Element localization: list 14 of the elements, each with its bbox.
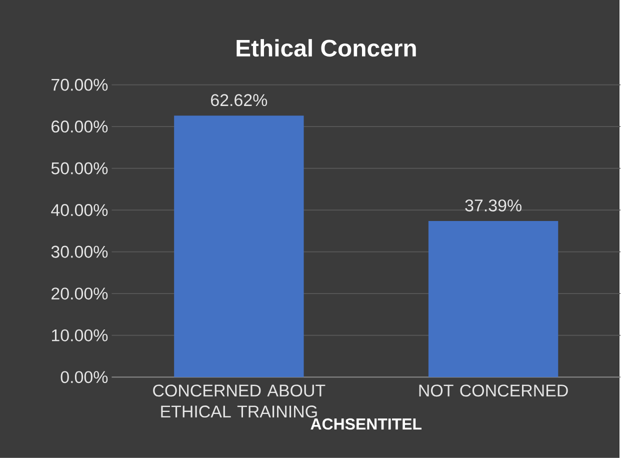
x-tick-label: NOT CONCERNED [419, 384, 568, 397]
y-tick-label: 60.00% [52, 120, 108, 133]
y-tick-label: 10.00% [52, 329, 108, 342]
chart-title: Ethical Concern [236, 39, 416, 57]
y-tick-label: 40.00% [51, 204, 108, 216]
y-tick-label: 20.00% [52, 288, 108, 300]
x-tick-label: CONCERNED ABOUT ETHICAL TRAINING [153, 384, 326, 418]
x-axis-title: ACHSENTITEL [310, 418, 422, 430]
y-tick-label: 70.00% [52, 78, 108, 91]
data-label: 37.39% [465, 200, 522, 212]
data-label: 62.62% [211, 94, 268, 106]
y-tick-label: 0.00% [60, 371, 108, 384]
y-tick-label: 50.00% [51, 162, 108, 174]
y-tick-label: 30.00% [51, 246, 108, 258]
